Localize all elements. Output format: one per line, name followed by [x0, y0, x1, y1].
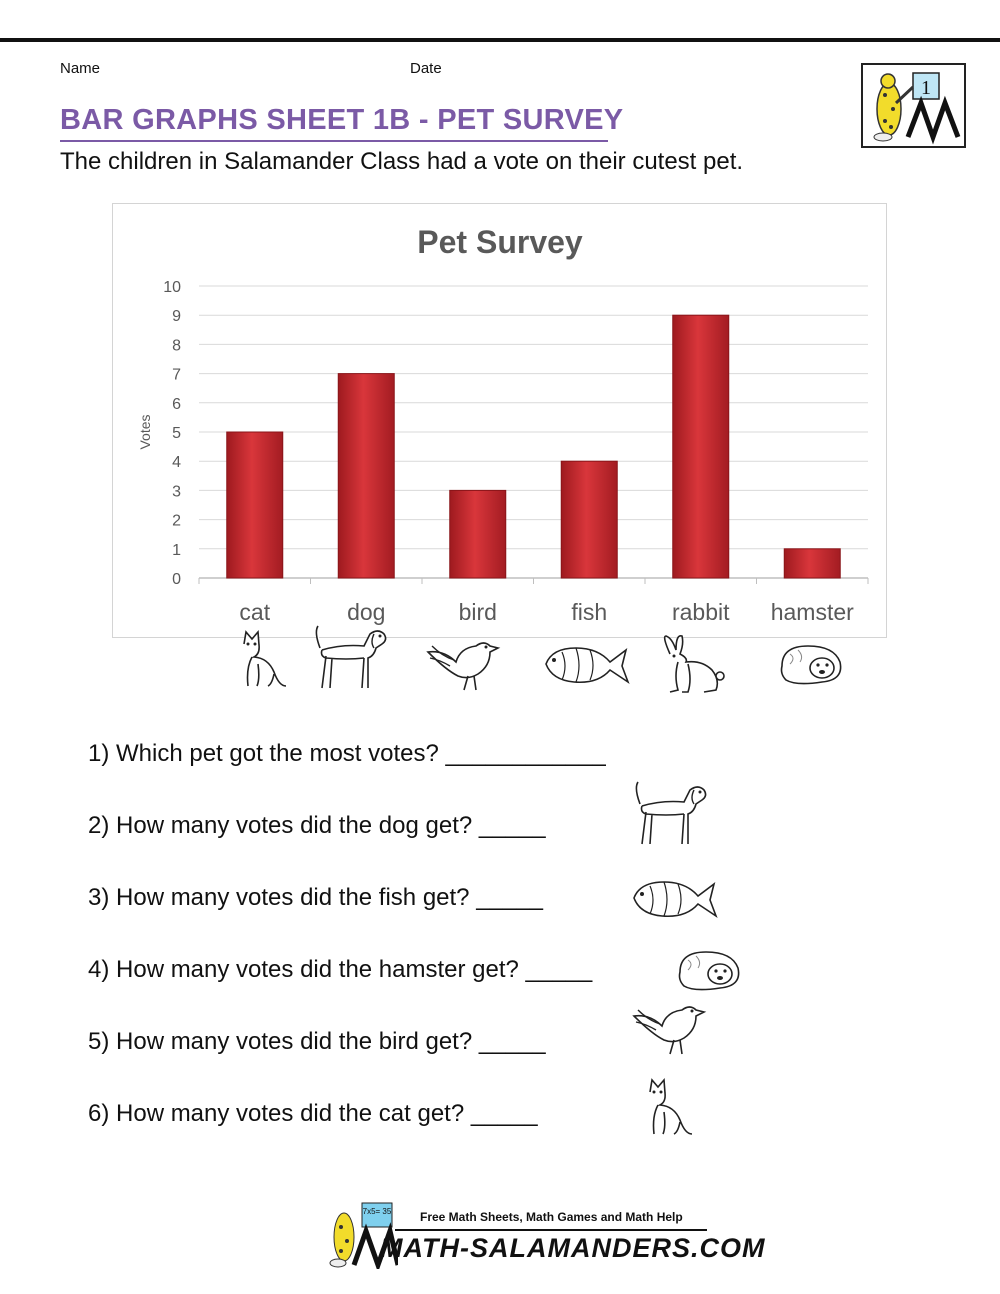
x-tick-label: hamster — [771, 599, 854, 625]
y-tick-label: 5 — [172, 425, 181, 442]
y-tick-label: 10 — [163, 279, 181, 296]
fish-icon — [542, 642, 630, 693]
name-label: Name — [60, 60, 101, 77]
footer-brand: MATH-SALAMANDERS.COM — [380, 1233, 766, 1263]
x-tick-label: fish — [571, 599, 607, 625]
question-6: 6) How many votes did the cat get? _____ — [88, 1100, 538, 1127]
bar-fish — [560, 460, 618, 579]
hamster-icon — [674, 946, 744, 999]
top-rule — [0, 38, 1000, 42]
y-tick-label: 9 — [172, 308, 181, 325]
salamander-footer-icon: 7x5= 35 — [329, 1202, 401, 1273]
grade-logo: 1 — [861, 63, 966, 148]
bird-icon — [630, 1000, 708, 1065]
x-tick-label: rabbit — [672, 599, 730, 625]
bar-rabbit — [672, 314, 730, 579]
bar-bird — [449, 489, 507, 579]
cat-icon — [224, 624, 294, 699]
y-tick-label: 8 — [172, 337, 181, 354]
x-tick-label: dog — [347, 599, 385, 625]
worksheet-title: BAR GRAPHS SHEET 1B - PET SURVEY — [60, 104, 624, 136]
dog-icon — [312, 622, 392, 702]
chart-canvas: Pet Survey Votes 0 1 2 3 4 5 6 7 8 9 10 cat dog bird fis… — [137, 224, 869, 625]
bar-chart: Pet Survey Votes 0 1 2 3 4 5 6 7 8 9 10 cat dog bird fis… — [112, 203, 887, 638]
y-axis-label: Votes — [137, 414, 153, 449]
question-1: 1) Which pet got the most votes? _______… — [88, 740, 606, 767]
chart-title: Pet Survey — [417, 224, 583, 260]
cat-icon — [630, 1072, 700, 1147]
intro-text: The children in Salamander Class had a v… — [60, 148, 744, 175]
y-tick-label: 7 — [172, 367, 181, 384]
y-tick-label: 1 — [172, 542, 181, 559]
y-tick-label: 3 — [172, 483, 181, 500]
hamster-icon — [776, 640, 846, 693]
dog-icon — [632, 778, 712, 858]
rabbit-icon — [658, 632, 728, 703]
footer-rule — [395, 1229, 707, 1231]
footer-logo-sum: 7x5= 35 — [363, 1207, 392, 1216]
question-4: 4) How many votes did the hamster get? _… — [88, 956, 593, 983]
grade-number: 1 — [921, 77, 931, 99]
footer-logo: 7x5= 35 — [326, 1201, 401, 1274]
title-underline — [60, 140, 608, 142]
bar-hamster — [783, 548, 841, 579]
bar-dog — [337, 373, 395, 579]
y-tick-label: 6 — [172, 396, 181, 413]
question-5: 5) How many votes did the bird get? ____… — [88, 1028, 546, 1055]
bird-icon — [424, 636, 502, 701]
y-tick-label: 2 — [172, 513, 181, 530]
x-tick-label: bird — [459, 599, 497, 625]
bar-cat — [226, 431, 284, 579]
question-3: 3) How many votes did the fish get? ____… — [88, 884, 543, 911]
x-tick-label: cat — [239, 599, 270, 625]
fish-icon — [630, 876, 718, 927]
date-label: Date — [410, 60, 442, 77]
y-tick-label: 0 — [172, 571, 181, 588]
question-2: 2) How many votes did the dog get? _____ — [88, 812, 546, 839]
salamander-logo-icon: 1 — [873, 72, 961, 145]
y-tick-label: 4 — [172, 454, 181, 471]
footer-tagline: Free Math Sheets, Math Games and Math He… — [420, 1210, 683, 1224]
